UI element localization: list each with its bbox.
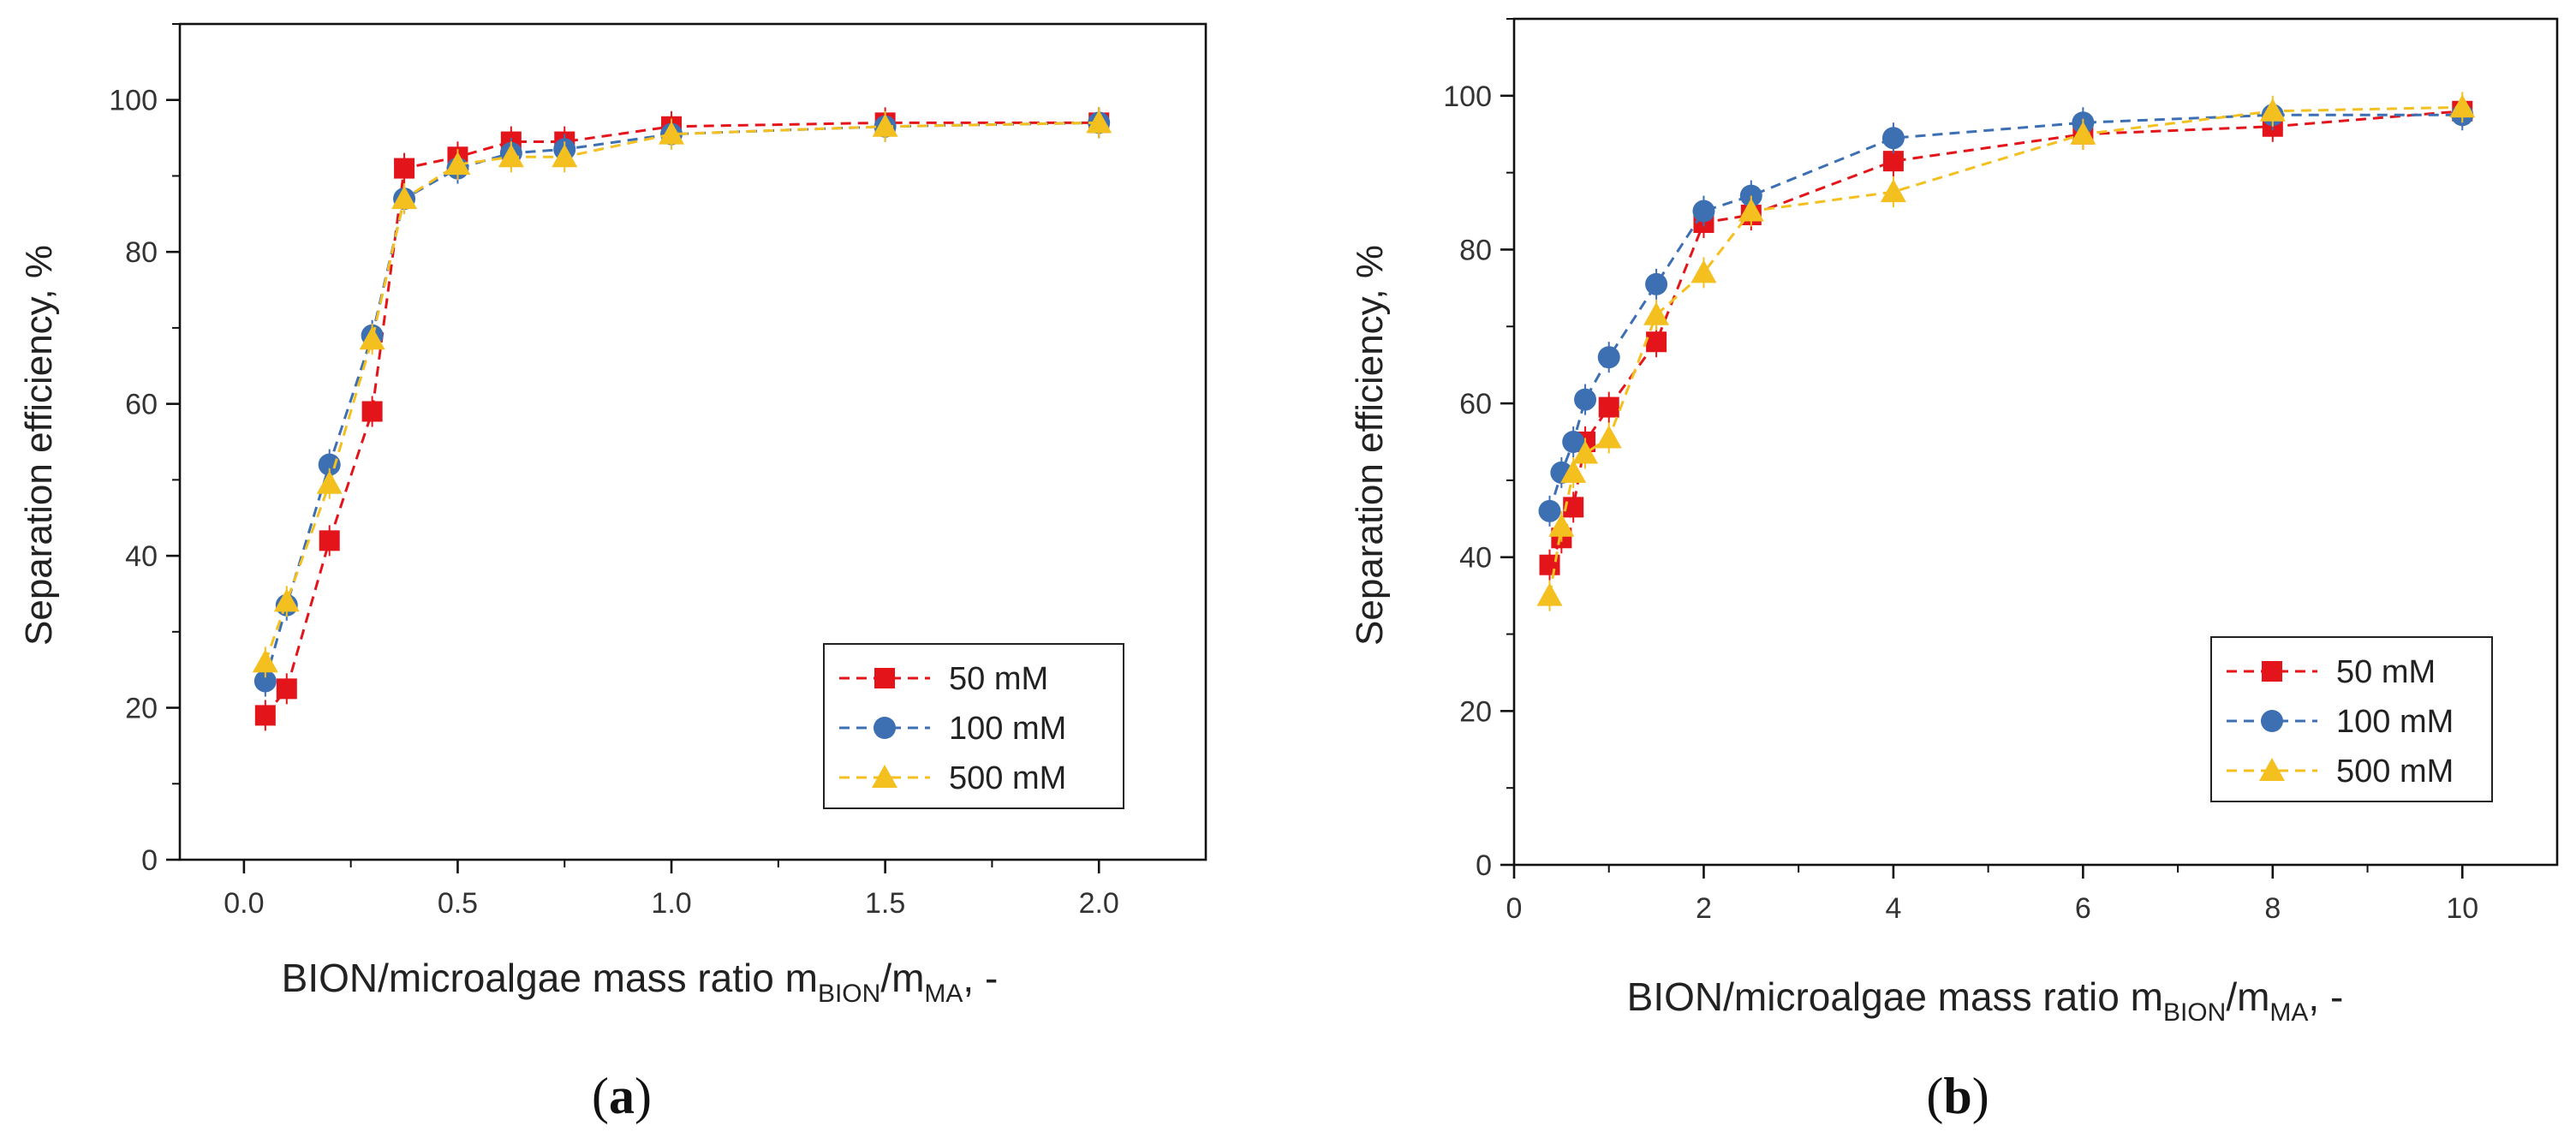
data-point-square — [276, 678, 297, 700]
legend-marker-square — [2262, 661, 2282, 682]
legend-marker-circle — [2261, 710, 2283, 732]
y-tick-label: 80 — [125, 236, 158, 269]
plot-frame-a — [178, 22, 1208, 861]
data-point-triangle — [1086, 110, 1112, 134]
x-axis-label-a: BION/microalgae mass ratio mBION/mMA, - — [282, 956, 999, 1008]
x-tick-label: 8 — [2264, 892, 2281, 925]
y-tick-label: 0 — [141, 844, 158, 877]
x-tick-label: 1.0 — [651, 887, 691, 920]
y-tick-label: 100 — [1443, 80, 1492, 113]
axis-ticks-a: 0.0 0.5 1.0 1.5 2.0 0 20 40 60 80 100 — [109, 23, 1119, 920]
x-axis-label-b: BION/microalgae mass ratio mBION/mMA, - — [1627, 974, 2344, 1027]
data-point-triangle — [552, 144, 578, 168]
data-point-triangle — [2070, 121, 2096, 145]
data-point-triangle — [1548, 513, 1575, 537]
x-tick-label: 2 — [1696, 892, 1712, 925]
legend-label: 100 mM — [2336, 704, 2454, 740]
data-point-circle — [1692, 200, 1715, 223]
data-point-triangle — [1738, 198, 1764, 222]
data-point-triangle — [1880, 179, 1906, 203]
series-line-circle — [264, 121, 1100, 682]
series-line-square — [1548, 110, 2463, 566]
panel-label-b: (b) — [1926, 1068, 1989, 1124]
data-point-triangle — [2449, 94, 2476, 118]
series-line-square — [264, 121, 1100, 717]
series-line-triangle — [1548, 105, 2463, 596]
y-tick-label: 20 — [1459, 695, 1492, 728]
legend-label: 50 mM — [2336, 654, 2436, 690]
x-tick-label: 0.5 — [438, 887, 478, 920]
data-point-square — [361, 401, 383, 422]
data-point-square — [1646, 331, 1667, 353]
data-series-b — [1536, 92, 2476, 611]
y-tick-label: 0 — [1476, 849, 1492, 882]
data-point-triangle — [1690, 259, 1717, 283]
y-tick-label: 40 — [125, 540, 158, 573]
plot-frame-b — [1512, 17, 2559, 867]
data-point-circle — [1538, 499, 1561, 522]
y-axis-label-b: Separation efficiency, % — [1349, 245, 1391, 646]
series-line-circle — [1548, 113, 2463, 512]
legend-marker-triangle — [872, 765, 897, 788]
data-point-circle — [1574, 388, 1597, 411]
data-point-triangle — [2259, 98, 2286, 122]
data-point-triangle — [1643, 301, 1670, 325]
data-point-triangle — [872, 113, 898, 137]
y-tick-label: 80 — [1459, 234, 1492, 266]
data-point-circle — [1881, 127, 1905, 150]
data-point-circle — [1597, 346, 1620, 369]
data-point-circle — [1562, 431, 1585, 453]
data-point-triangle — [1572, 440, 1599, 464]
legend-label: 500 mM — [949, 760, 1066, 796]
y-axis-label-a: Separation efficiency, % — [18, 245, 60, 646]
data-point-triangle — [359, 326, 385, 350]
data-point-triangle — [1560, 459, 1587, 483]
data-point-triangle — [498, 144, 524, 168]
x-tick-label: 10 — [2446, 892, 2478, 925]
data-point-square — [394, 158, 415, 179]
data-point-square — [319, 530, 340, 551]
series-line-triangle — [264, 121, 1100, 663]
x-tick-label: 2.0 — [1079, 887, 1119, 920]
data-point-circle — [318, 453, 341, 476]
data-point-triangle — [273, 588, 300, 612]
data-point-triangle — [391, 186, 418, 210]
chart-panel-a: 0.0 0.5 1.0 1.5 2.0 0 20 40 60 80 100 Separation e… — [18, 22, 1208, 1124]
legend-a: 50 mM 100 mM 500 mM — [823, 643, 1124, 809]
x-tick-label: 0.0 — [224, 887, 264, 920]
legend-label: 100 mM — [949, 711, 1066, 747]
y-tick-label: 100 — [109, 85, 158, 117]
x-tick-label: 0 — [1506, 892, 1523, 925]
data-point-triangle — [1595, 425, 1622, 449]
data-point-square — [1598, 396, 1619, 418]
legend-label: 500 mM — [2336, 754, 2454, 789]
data-point-triangle — [252, 649, 278, 673]
legend-box — [2210, 636, 2493, 802]
legend-label: 50 mM — [949, 661, 1048, 697]
x-tick-label: 6 — [2075, 892, 2091, 925]
data-point-square — [1882, 151, 1904, 172]
x-tick-label: 1.5 — [865, 887, 905, 920]
data-series-a — [252, 107, 1112, 731]
y-tick-label: 60 — [125, 389, 158, 421]
data-point-triangle — [444, 152, 471, 176]
y-tick-label: 60 — [1459, 388, 1492, 420]
data-point-triangle — [1536, 582, 1563, 606]
data-point-circle — [253, 670, 277, 693]
legend-marker-square — [874, 668, 895, 688]
y-tick-label: 40 — [1459, 542, 1492, 575]
legend-marker-circle — [874, 717, 896, 739]
y-tick-label: 20 — [125, 693, 158, 725]
data-point-square — [254, 705, 276, 726]
legend-b: 50 mM 100 mM 500 mM — [2210, 636, 2493, 802]
data-point-triangle — [316, 470, 343, 494]
data-point-triangle — [659, 121, 685, 145]
legend-marker-triangle — [2259, 758, 2285, 781]
x-tick-label: 4 — [1885, 892, 1901, 925]
data-point-circle — [1645, 272, 1668, 295]
panel-label-a: (a) — [592, 1068, 652, 1124]
